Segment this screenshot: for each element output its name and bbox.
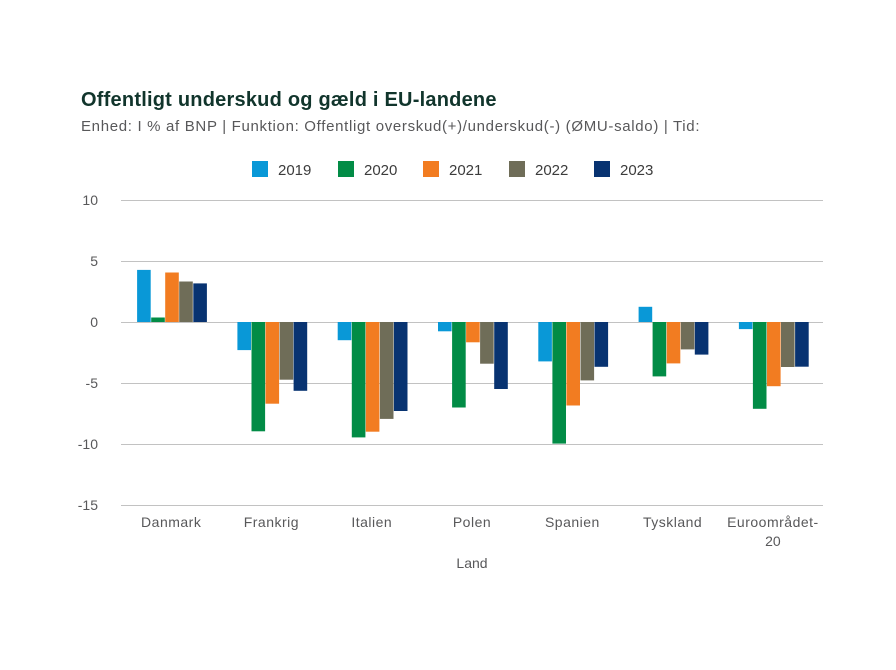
svg-text:20: 20 bbox=[765, 533, 781, 549]
svg-text:-15: -15 bbox=[78, 497, 98, 513]
svg-text:2019: 2019 bbox=[278, 162, 311, 179]
svg-text:Polen: Polen bbox=[453, 514, 491, 530]
svg-text:2023: 2023 bbox=[620, 162, 653, 179]
svg-text:Italien: Italien bbox=[351, 514, 392, 530]
svg-text:2021: 2021 bbox=[449, 162, 482, 179]
svg-text:2020: 2020 bbox=[364, 162, 397, 179]
svg-text:-5: -5 bbox=[86, 375, 99, 391]
svg-text:0: 0 bbox=[90, 314, 98, 330]
svg-text:Danmark: Danmark bbox=[141, 514, 202, 530]
svg-text:5: 5 bbox=[90, 253, 98, 269]
svg-text:Euroområdet-: Euroområdet- bbox=[727, 514, 819, 530]
svg-text:Frankrig: Frankrig bbox=[244, 514, 299, 530]
svg-text:-10: -10 bbox=[78, 436, 98, 452]
svg-text:Offentligt underskud og gæld i: Offentligt underskud og gæld i EU-landen… bbox=[81, 89, 497, 111]
svg-text:10: 10 bbox=[82, 192, 98, 208]
svg-text:Spanien: Spanien bbox=[545, 514, 600, 530]
svg-text:Enhed: I % af BNP | Funktion:: Enhed: I % af BNP | Funktion: Offentligt… bbox=[81, 118, 700, 135]
svg-text:2022: 2022 bbox=[535, 162, 568, 179]
svg-text:Land: Land bbox=[456, 555, 487, 571]
svg-text:Tyskland: Tyskland bbox=[643, 514, 702, 530]
